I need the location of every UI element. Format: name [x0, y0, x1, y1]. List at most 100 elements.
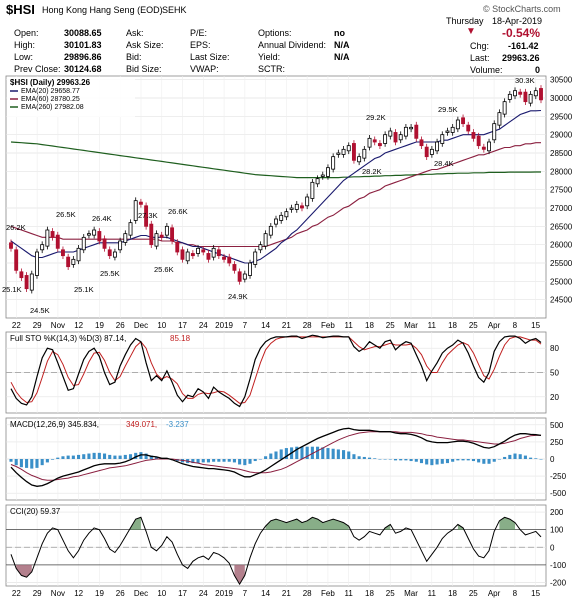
quote-value: 30101.83 — [64, 40, 102, 50]
last-label: Last: — [470, 53, 490, 63]
macd-histogram-bar — [300, 446, 304, 459]
macd-histogram-bar — [19, 459, 23, 468]
macd-histogram-bar — [487, 459, 491, 464]
candle-body — [367, 137, 372, 148]
macd-histogram-bar — [212, 459, 216, 462]
macd-histogram-bar — [492, 459, 496, 462]
candle-body — [289, 207, 294, 210]
macd-histogram-bar — [331, 448, 335, 459]
sto-tick-label: 80 — [550, 344, 559, 353]
macd-histogram-bar — [440, 459, 444, 464]
candle-body — [424, 146, 429, 158]
candle-body — [50, 231, 55, 238]
quote-value: 30088.65 — [64, 28, 102, 38]
macd-histogram-bar — [232, 459, 236, 463]
macd-histogram-bar — [222, 459, 226, 462]
x-tick-label-bottom: 29 — [33, 589, 42, 598]
macd-histogram-bar — [77, 454, 81, 459]
x-tick-label: Mar — [404, 321, 418, 330]
candle-body — [440, 134, 445, 144]
sto-d-line — [10, 336, 542, 404]
candle-body — [310, 181, 315, 199]
candle-body — [66, 256, 71, 268]
cci-tick-label: 0 — [550, 543, 555, 552]
candle-body — [123, 233, 128, 243]
price-annotation: 26.2K — [6, 223, 26, 232]
macd-histogram-bar — [66, 455, 70, 459]
legend-entry: EMA(20) 29658.77 — [21, 88, 80, 95]
down-arrow-icon: ▼ — [466, 26, 476, 37]
instrument-name: Hong Kong Hang Seng (EOD) — [42, 5, 163, 15]
price-annotation: 24.5K — [30, 306, 50, 315]
macd-histogram-bar — [342, 450, 346, 459]
macd-histogram-bar — [357, 456, 361, 459]
price-tick-label: 26000 — [550, 241, 573, 250]
price-tick-label: 29500 — [550, 112, 573, 121]
macd-histogram-bar — [9, 459, 13, 462]
x-tick-label-bottom: 8 — [513, 589, 518, 598]
x-tick-label: 25 — [386, 321, 395, 330]
macd-histogram-bar — [14, 459, 18, 466]
macd-label: MACD(12,26,9) 345.834, — [10, 420, 99, 429]
x-tick-label: 19 — [95, 321, 104, 330]
candle-body — [232, 264, 237, 271]
chg-value: -161.42 — [508, 41, 539, 51]
candle-body — [429, 148, 434, 155]
x-tick-label-bottom: 18 — [448, 589, 457, 598]
price-annotation: 30.3K — [515, 76, 535, 85]
x-tick-label-bottom: 18 — [365, 589, 374, 598]
quote-label: Yield: — [258, 52, 281, 62]
candle-body — [346, 145, 351, 152]
cci-tick-label: 200 — [550, 508, 564, 517]
cci-frame — [5, 504, 547, 587]
x-tick-label: 22 — [12, 321, 21, 330]
candle-body — [502, 101, 507, 115]
legend-entry: EMA(60) 28780.25 — [21, 96, 80, 103]
macd-histogram-bar — [482, 459, 486, 464]
macd-histogram-bar — [206, 459, 210, 463]
candle-body — [29, 273, 34, 291]
x-tick-label-bottom: 14 — [261, 589, 270, 598]
price-tick-label: 28000 — [550, 167, 573, 176]
macd-histogram-bar — [336, 449, 340, 459]
candle-body — [466, 124, 471, 132]
x-tick-label-bottom: 10 — [157, 589, 166, 598]
sto-k-line — [10, 334, 542, 408]
macd-histogram-bar — [326, 448, 330, 459]
macd-histogram-bar — [279, 449, 283, 459]
x-tick-label-bottom: Apr — [488, 589, 501, 598]
quote-value: 29896.86 — [64, 52, 102, 62]
x-tick-label: 18 — [448, 321, 457, 330]
macd-histogram-bar — [310, 446, 314, 459]
x-tick-label-bottom: 12 — [74, 589, 83, 598]
candle-body — [35, 251, 39, 276]
macd-histogram-bar — [388, 459, 392, 460]
candle-body — [336, 152, 341, 155]
last-value: 29963.26 — [502, 53, 540, 63]
candle-body — [14, 249, 19, 271]
candle-body — [61, 249, 65, 257]
macd-histogram-bar — [154, 456, 159, 459]
macd-line — [10, 427, 542, 487]
quote-day: Thursday — [446, 16, 484, 26]
macd-tick-label: 0 — [550, 455, 555, 464]
macd-histogram-bar — [295, 446, 299, 459]
candle-body — [133, 200, 138, 221]
x-tick-label-bottom: Nov — [51, 589, 65, 598]
macd-histogram-bar — [264, 456, 268, 459]
x-tick-label-bottom: 11 — [428, 589, 437, 598]
price-title: $HSI (Daily) 29963.26 — [10, 78, 91, 87]
macd-histogram-bar — [248, 459, 252, 464]
macd-hist-label: -3.237 — [166, 420, 189, 429]
macd-histogram-bar — [45, 459, 49, 463]
sto-label-d: 85.18 — [170, 334, 191, 343]
x-tick-label-bottom: 7 — [243, 589, 248, 598]
x-tick-label-bottom: 26 — [116, 589, 125, 598]
price-tick-label: 27500 — [550, 186, 573, 195]
legend-box — [7, 77, 135, 117]
candle-body — [222, 256, 226, 260]
candle-body — [9, 242, 13, 249]
candle-body — [164, 225, 169, 236]
x-tick-label: Apr — [488, 321, 501, 330]
